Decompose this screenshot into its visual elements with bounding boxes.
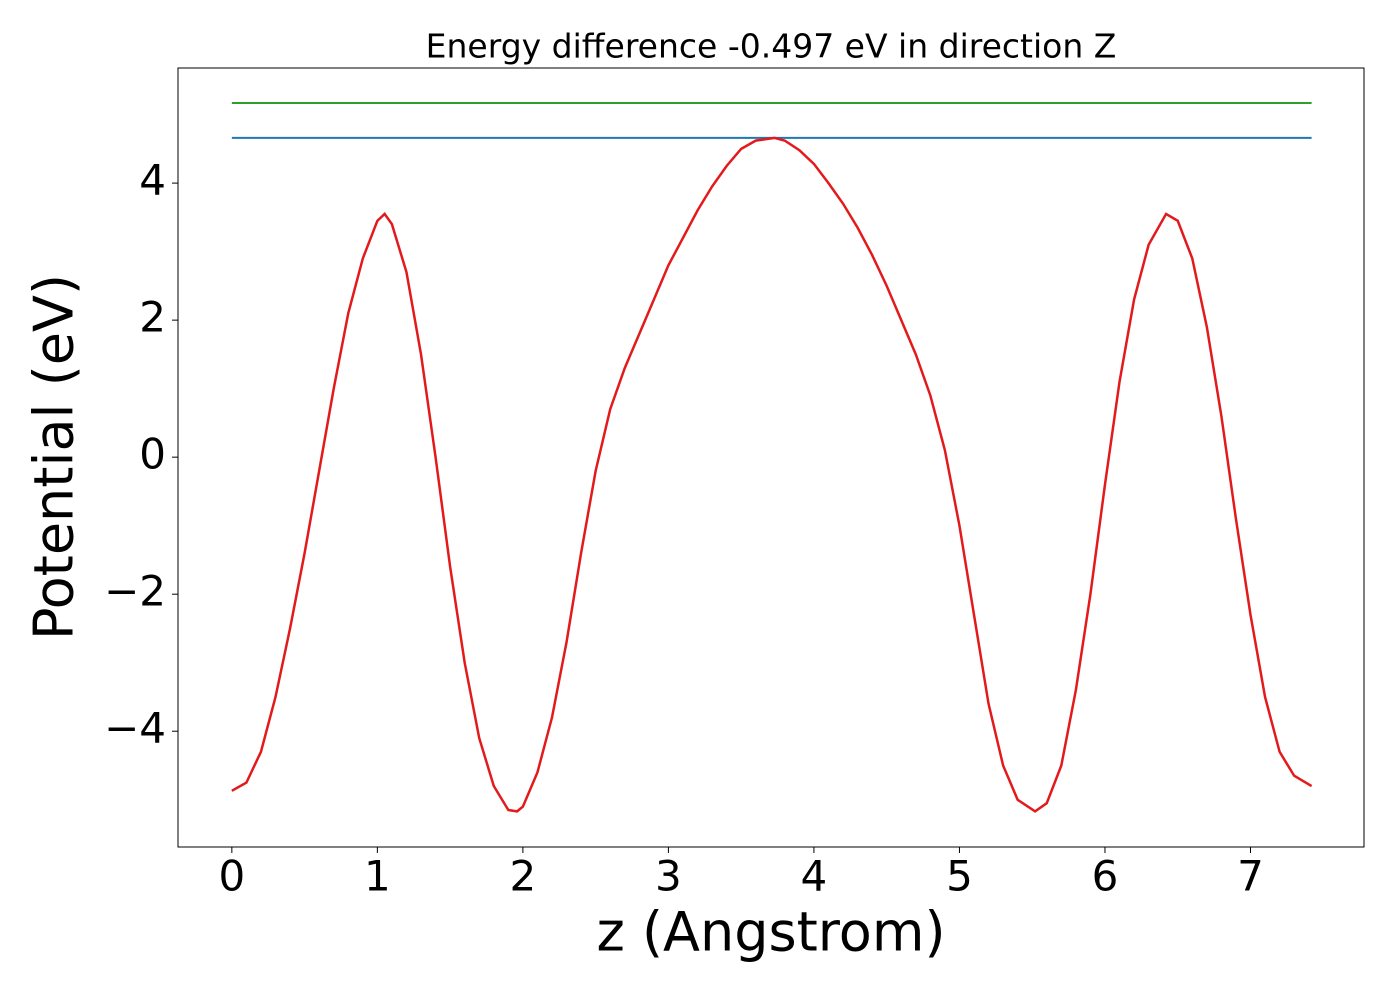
- x-tick-label: 6: [1092, 852, 1119, 901]
- y-tick-label: −2: [104, 567, 166, 616]
- y-axis-label: Potential (eV): [23, 274, 86, 640]
- y-tick-label: 4: [139, 156, 166, 205]
- plot-frame: [177, 67, 1365, 848]
- x-axis-label: z (Angstrom): [596, 901, 945, 964]
- x-tick-label: 7: [1237, 852, 1264, 901]
- y-tick-label: 2: [139, 293, 166, 342]
- y-tick-label: 0: [139, 430, 166, 479]
- y-tick-label: −4: [104, 704, 166, 753]
- x-tick-label: 4: [801, 852, 828, 901]
- x-tick-label: 2: [510, 852, 537, 901]
- x-tick-label: 3: [655, 852, 682, 901]
- chart-title: Energy difference -0.497 eV in direction…: [426, 27, 1117, 66]
- x-tick-label: 5: [946, 852, 973, 901]
- x-tick-label: 0: [218, 852, 245, 901]
- x-tick-label: 1: [364, 852, 391, 901]
- series-line: [231, 136, 1313, 813]
